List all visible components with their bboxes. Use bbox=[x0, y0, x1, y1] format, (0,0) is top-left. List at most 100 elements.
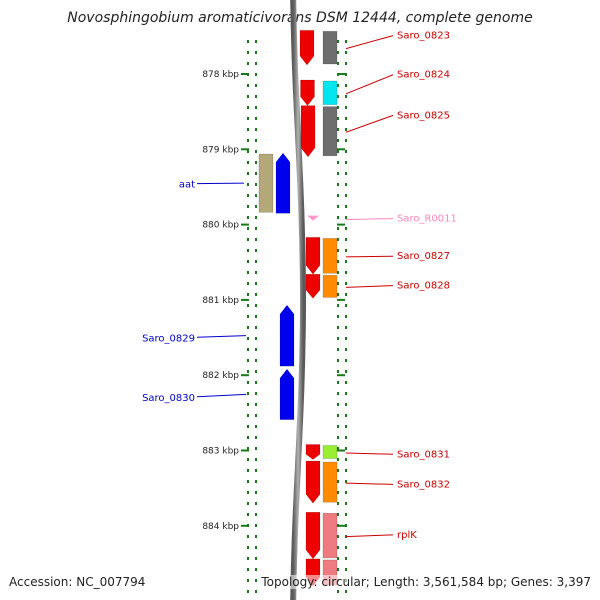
ruler-dot bbox=[337, 392, 339, 395]
gene-saro_0832-cog-bar[interactable] bbox=[322, 461, 338, 503]
ruler-dot bbox=[255, 139, 257, 142]
gene-saro_0832-arrow[interactable] bbox=[305, 460, 321, 504]
ruler-dot bbox=[345, 216, 347, 219]
gene-saro_0831-arrow[interactable] bbox=[305, 444, 321, 460]
gene-saro_0824-cog-bar[interactable] bbox=[322, 80, 338, 105]
gene-label-aat[interactable]: aat bbox=[179, 180, 195, 191]
ruler-dot bbox=[337, 502, 339, 505]
gene-saro_0828-arrow[interactable] bbox=[305, 274, 321, 299]
ruler-dot bbox=[247, 546, 249, 549]
ruler-dot bbox=[255, 260, 257, 263]
ruler-dot bbox=[255, 480, 257, 483]
gene-saro_0825-cog-bar[interactable] bbox=[322, 106, 338, 157]
ruler-dot bbox=[345, 381, 347, 384]
axis-tick-right bbox=[337, 449, 345, 452]
ruler-dot bbox=[337, 161, 339, 164]
gene-saro_0824-arrow[interactable] bbox=[300, 79, 315, 107]
ruler-dot bbox=[247, 513, 249, 516]
ruler-dot bbox=[345, 249, 347, 252]
ruler-dot bbox=[337, 205, 339, 208]
gene-saro_0825-arrow[interactable] bbox=[300, 105, 316, 158]
ruler-dot bbox=[337, 117, 339, 120]
gene-label-saro_0832[interactable]: Saro_0832 bbox=[397, 479, 450, 490]
map-title: Novosphingobium aromaticivorans DSM 1244… bbox=[67, 10, 533, 26]
gene-label-saro_0829[interactable]: Saro_0829 bbox=[142, 333, 195, 344]
ruler-dot bbox=[247, 502, 249, 505]
ruler-dot bbox=[337, 216, 339, 219]
axis-tick-right bbox=[337, 374, 345, 377]
gene-saro_0828-cog-bar[interactable] bbox=[322, 275, 338, 298]
ruler-dot bbox=[337, 139, 339, 142]
gene-aat-arrow[interactable] bbox=[275, 152, 291, 214]
ruler-dot bbox=[247, 216, 249, 219]
axis-tick-left bbox=[241, 449, 249, 452]
ruler-dot bbox=[345, 304, 347, 307]
ruler-dot bbox=[345, 414, 347, 417]
ruler-dot bbox=[345, 40, 347, 43]
ruler-dot bbox=[345, 546, 347, 549]
ruler-dot bbox=[255, 150, 257, 153]
gene-saro_0827-arrow[interactable] bbox=[305, 237, 321, 275]
ruler-dot bbox=[345, 491, 347, 494]
ruler-dot bbox=[337, 271, 339, 274]
gene-label-saro_0830[interactable]: Saro_0830 bbox=[142, 393, 195, 404]
ruler-dot bbox=[247, 370, 249, 373]
ruler-dot bbox=[337, 370, 339, 373]
gene-label-rplk[interactable]: rplK bbox=[397, 530, 417, 541]
ruler-dot bbox=[345, 392, 347, 395]
ruler-dot bbox=[345, 194, 347, 197]
gene-saro_0827-cog-bar[interactable] bbox=[322, 238, 338, 274]
ruler-dot bbox=[247, 337, 249, 340]
gene-label-saro_r0011[interactable]: Saro_R0011 bbox=[397, 214, 457, 225]
label-leader-line bbox=[196, 335, 247, 338]
gene-rplk-arrow[interactable] bbox=[305, 511, 321, 560]
gene-saro_r0011-arrow[interactable] bbox=[307, 215, 319, 221]
ruler-dot bbox=[247, 40, 249, 43]
ruler-dot bbox=[337, 491, 339, 494]
axis-tick-left bbox=[241, 374, 249, 377]
gene-rplk-cog-bar[interactable] bbox=[322, 512, 338, 559]
gene-saro_0831-cog-bar[interactable] bbox=[322, 445, 338, 459]
ruler-dot bbox=[255, 73, 257, 76]
ruler-dot bbox=[337, 425, 339, 428]
ruler-dot bbox=[247, 260, 249, 263]
axis-tick-label: 880 kbp bbox=[202, 221, 239, 231]
ruler-dot bbox=[345, 128, 347, 131]
ruler-dot bbox=[247, 491, 249, 494]
ruler-dot bbox=[255, 84, 257, 87]
ruler-dot bbox=[337, 414, 339, 417]
gene-label-saro_0824[interactable]: Saro_0824 bbox=[397, 70, 450, 81]
gene-label-saro_0831[interactable]: Saro_0831 bbox=[397, 449, 450, 460]
ruler-dot bbox=[247, 557, 249, 560]
ruler-dot bbox=[345, 293, 347, 296]
ruler-dot bbox=[337, 282, 339, 285]
ruler-dot bbox=[345, 62, 347, 65]
ruler-dot bbox=[247, 150, 249, 153]
gene-saro_0830-arrow[interactable] bbox=[279, 368, 295, 420]
gene-label-saro_0828[interactable]: Saro_0828 bbox=[397, 281, 450, 292]
ruler-dot bbox=[337, 293, 339, 296]
label-leader-line bbox=[345, 452, 394, 455]
ruler-dot bbox=[345, 227, 347, 230]
ruler-dot bbox=[255, 249, 257, 252]
gene-aat-cog-bar[interactable] bbox=[258, 153, 274, 213]
gene-label-saro_0823[interactable]: Saro_0823 bbox=[397, 31, 450, 42]
gene-saro_0823-arrow[interactable] bbox=[299, 30, 315, 66]
axis-tick-left bbox=[241, 148, 249, 151]
ruler-dot bbox=[345, 590, 347, 593]
gene-saro_0823-cog-bar[interactable] bbox=[322, 31, 338, 65]
ruler-dot bbox=[255, 348, 257, 351]
gene-label-saro_0827[interactable]: Saro_0827 bbox=[397, 251, 450, 262]
axis-tick-left bbox=[241, 223, 249, 226]
ruler-dot bbox=[345, 183, 347, 186]
ruler-dot bbox=[345, 282, 347, 285]
ruler-dot bbox=[255, 106, 257, 109]
ruler-dot bbox=[337, 436, 339, 439]
gene-label-saro_0825[interactable]: Saro_0825 bbox=[397, 110, 450, 121]
ruler-dot bbox=[345, 425, 347, 428]
gene-saro_0829-arrow[interactable] bbox=[279, 304, 295, 367]
ruler-dot bbox=[345, 73, 347, 76]
ruler-dot bbox=[247, 568, 249, 571]
ruler-dot bbox=[255, 469, 257, 472]
ruler-dot bbox=[247, 425, 249, 428]
